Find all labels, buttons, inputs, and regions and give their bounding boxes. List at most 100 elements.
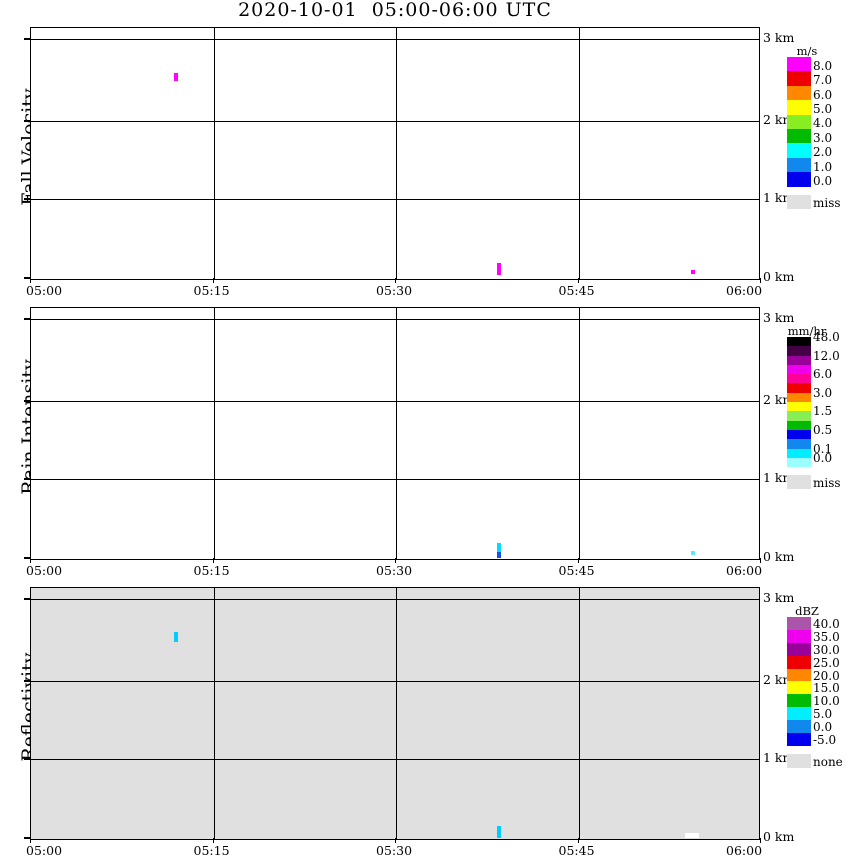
colorbar-tick-label: 20.0 (813, 668, 840, 683)
colorbar-band (787, 157, 811, 173)
x-tick-label: 05:45 (558, 563, 595, 578)
y-tick-label: 2 km (763, 392, 795, 407)
x-tick-mark (213, 278, 214, 283)
x-tick-label: 05:15 (193, 843, 230, 858)
colorbar-tick-label: 10.0 (813, 694, 840, 709)
colorbar-tick-label: 5.0 (813, 707, 833, 722)
x-tick-mark (578, 278, 579, 283)
colorbar-tick-label: 25.0 (813, 655, 840, 670)
colorbar-band (787, 383, 811, 393)
colorbar-band (787, 707, 811, 721)
x-tick-mark (578, 558, 579, 563)
colorbar-band (787, 420, 811, 430)
x-tick-label: 05:15 (193, 283, 230, 298)
y-tick-mark (24, 478, 30, 480)
colorbar-band (787, 392, 811, 403)
colorbar-band (787, 617, 811, 630)
colorbar-band (787, 681, 811, 695)
colorbar-tick-label: 12.0 (813, 348, 840, 363)
y-tick-label: 3 km (763, 310, 795, 325)
colorbar-tick-label: 30.0 (813, 642, 840, 657)
panel-reflectivity: Reflectivity 3 km 2 km 1 km 0 km 05:00 05:15 05… (0, 584, 850, 864)
colorbar-tick-label: 0.0 (813, 173, 833, 188)
x-tick-label: 05:00 (26, 283, 63, 298)
colorbar-missing-swatch (787, 194, 811, 209)
colorbar-units-label: m/s (796, 44, 818, 58)
data-mark (174, 632, 178, 642)
colorbar-missing-label: miss (813, 195, 841, 210)
colorbar-tick-label: 1.5 (813, 404, 833, 419)
colorbar-tick-label: 0.0 (813, 720, 833, 735)
colorbar-units-label: mm/hr (787, 324, 827, 338)
plot-area-2[interactable] (30, 307, 760, 560)
colorbar-tick-label: 5.0 (813, 101, 833, 116)
y-tick-label: 0 km (763, 829, 795, 844)
y-tick-mark (24, 598, 30, 600)
colorbar-band (787, 457, 811, 468)
colorbar-band (787, 402, 811, 412)
x-tick-mark (760, 278, 761, 283)
colorbar-band (787, 100, 811, 115)
y-tick-mark (24, 758, 30, 760)
y-tick-label: 1 km (763, 750, 795, 765)
data-mark (691, 270, 695, 274)
x-tick-mark (30, 838, 31, 843)
colorbar-band (787, 720, 811, 734)
panel-rain-intensity: Rain Intensity 3 km 2 km 1 km 0 km 05:00 05:15… (0, 304, 850, 584)
data-mark (497, 826, 501, 838)
x-tick-mark (395, 558, 396, 563)
gridline-horizontal (31, 401, 759, 402)
colorbar-band (787, 642, 811, 656)
x-tick-mark (213, 558, 214, 563)
colorbar-band (787, 448, 811, 458)
gridline-vertical (214, 28, 215, 279)
y-tick-mark (24, 120, 30, 122)
x-tick-label: 05:30 (376, 563, 413, 578)
data-mark (497, 263, 501, 275)
colorbar-tick-label: 0.1 (813, 441, 833, 456)
x-tick-mark (395, 278, 396, 283)
colorbar-band (787, 85, 811, 101)
colorbar-band (787, 629, 811, 643)
x-tick-label: 05:00 (26, 563, 63, 578)
panel-fall-velocity: Fall Velocity 3 km 2 km 1 km 0 km 05:00 05:15 0… (0, 24, 850, 304)
colorbar-tick-label: 3.0 (813, 385, 833, 400)
gridline-vertical (396, 588, 397, 839)
colorbar-missing-swatch (787, 475, 811, 490)
colorbar-band (787, 439, 811, 449)
y-tick-label: 1 km (763, 190, 795, 205)
plot-area-1[interactable] (30, 27, 760, 280)
data-mark (497, 543, 501, 552)
y-tick-mark (24, 318, 30, 320)
colorbar-tick-label: 6.0 (813, 367, 833, 382)
x-tick-mark (760, 838, 761, 843)
x-tick-mark (760, 558, 761, 563)
colorbar-tick-label: 1.0 (813, 159, 833, 174)
y-tick-mark (24, 557, 30, 559)
y-tick-mark (24, 400, 30, 402)
colorbar-band (787, 411, 811, 421)
data-mark (174, 73, 178, 81)
colorbar-band (787, 668, 811, 682)
x-tick-label: 05:15 (193, 563, 230, 578)
gridline-vertical (214, 308, 215, 559)
colorbar-band (787, 172, 811, 187)
colorbar-tick-label: 7.0 (813, 73, 833, 88)
gridline-horizontal (31, 319, 759, 320)
x-tick-mark (30, 558, 31, 563)
colorbar-missing-label: none (813, 755, 843, 769)
colorbar-gradient (787, 337, 811, 468)
y-tick-mark (24, 837, 30, 839)
gridline-vertical (579, 588, 580, 839)
x-tick-label: 05:45 (558, 843, 595, 858)
colorbar-band (787, 364, 811, 375)
colorbar-band (787, 143, 811, 158)
x-tick-label: 05:00 (26, 843, 63, 858)
x-tick-mark (395, 838, 396, 843)
y-tick-mark (24, 38, 30, 40)
plot-area-3[interactable] (30, 587, 760, 840)
x-tick-label: 05:30 (376, 283, 413, 298)
data-mark (685, 833, 699, 838)
colorbar-band (787, 128, 811, 144)
x-tick-label: 06:00 (726, 563, 763, 578)
